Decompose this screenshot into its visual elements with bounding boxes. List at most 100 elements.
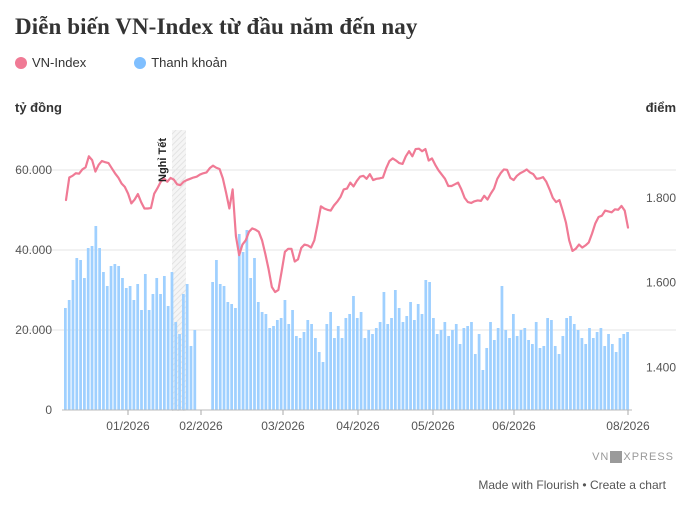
liquidity-bar[interactable] (614, 352, 618, 410)
liquidity-bar[interactable] (416, 304, 420, 410)
liquidity-bar[interactable] (230, 304, 234, 410)
liquidity-bar[interactable] (492, 340, 496, 410)
liquidity-bar[interactable] (182, 294, 185, 410)
liquidity-bar[interactable] (329, 312, 332, 410)
liquidity-bar[interactable] (178, 334, 181, 410)
liquidity-bar[interactable] (477, 334, 481, 410)
liquidity-bar[interactable] (124, 288, 128, 410)
liquidity-bar[interactable] (420, 314, 424, 410)
liquidity-bar[interactable] (580, 338, 584, 410)
liquidity-bar[interactable] (105, 286, 109, 410)
liquidity-bar[interactable] (462, 328, 466, 410)
liquidity-bar[interactable] (439, 330, 443, 410)
liquidity-bar[interactable] (279, 318, 283, 410)
liquidity-bar[interactable] (325, 324, 329, 410)
liquidity-bar[interactable] (222, 286, 226, 410)
liquidity-bar[interactable] (576, 330, 580, 410)
flourish-credit[interactable]: Made with Flourish • Create a chart (478, 478, 666, 492)
liquidity-bar[interactable] (321, 362, 325, 410)
liquidity-bar[interactable] (527, 340, 530, 410)
liquidity-bar[interactable] (94, 226, 98, 410)
liquidity-bar[interactable] (159, 294, 162, 410)
liquidity-bar[interactable] (218, 284, 222, 410)
liquidity-bar[interactable] (249, 278, 253, 410)
liquidity-bar[interactable] (185, 284, 189, 410)
liquidity-bar[interactable] (531, 344, 534, 410)
liquidity-bar[interactable] (607, 334, 610, 410)
liquidity-bar[interactable] (109, 266, 113, 410)
liquidity-bar[interactable] (294, 336, 298, 410)
liquidity-bar[interactable] (557, 354, 561, 410)
liquidity-bar[interactable] (458, 344, 462, 410)
liquidity-bar[interactable] (397, 308, 401, 410)
liquidity-bar[interactable] (553, 346, 557, 410)
liquidity-bar[interactable] (428, 282, 431, 410)
liquidity-bar[interactable] (538, 348, 542, 410)
liquidity-bar[interactable] (496, 328, 500, 410)
liquidity-bar[interactable] (610, 344, 614, 410)
liquidity-bar[interactable] (83, 278, 86, 410)
liquidity-bar[interactable] (565, 318, 569, 410)
liquidity-bar[interactable] (302, 332, 306, 410)
liquidity-bar[interactable] (591, 338, 595, 410)
liquidity-bar[interactable] (245, 230, 249, 410)
liquidity-bar[interactable] (174, 322, 178, 410)
liquidity-bar[interactable] (162, 276, 166, 410)
liquidity-bar[interactable] (291, 310, 294, 410)
liquidity-bar[interactable] (489, 322, 492, 410)
liquidity-bar[interactable] (336, 326, 340, 410)
liquidity-bar[interactable] (128, 286, 132, 410)
liquidity-bar[interactable] (136, 284, 140, 410)
liquidity-bar[interactable] (572, 324, 576, 410)
liquidity-bar[interactable] (193, 330, 197, 410)
liquidity-bar[interactable] (298, 338, 302, 410)
legend-item-vnindex[interactable]: VN-Index (15, 55, 86, 70)
liquidity-bar[interactable] (378, 322, 382, 410)
liquidity-bar[interactable] (344, 318, 348, 410)
liquidity-bar[interactable] (264, 314, 268, 410)
liquidity-bar[interactable] (79, 260, 82, 410)
liquidity-bar[interactable] (151, 294, 155, 410)
liquidity-bar[interactable] (534, 322, 538, 410)
liquidity-bar[interactable] (348, 314, 352, 410)
liquidity-bar[interactable] (401, 322, 405, 410)
liquidity-bar[interactable] (237, 234, 241, 410)
liquidity-bar[interactable] (90, 246, 94, 410)
liquidity-bar[interactable] (98, 248, 101, 410)
liquidity-bar[interactable] (393, 290, 397, 410)
liquidity-bar[interactable] (599, 328, 603, 410)
liquidity-bar[interactable] (466, 326, 470, 410)
liquidity-bar[interactable] (355, 318, 359, 410)
liquidity-bar[interactable] (340, 338, 344, 410)
liquidity-bar[interactable] (390, 318, 393, 410)
liquidity-bar[interactable] (226, 302, 230, 410)
liquidity-bar[interactable] (102, 272, 105, 410)
liquidity-bar[interactable] (272, 326, 275, 410)
liquidity-bar[interactable] (283, 300, 287, 410)
liquidity-bar[interactable] (454, 324, 458, 410)
liquidity-bar[interactable] (143, 274, 147, 410)
liquidity-bar[interactable] (603, 346, 607, 410)
liquidity-bar[interactable] (64, 308, 67, 410)
liquidity-bar[interactable] (253, 258, 256, 410)
liquidity-bar[interactable] (140, 310, 143, 410)
liquidity-bar[interactable] (409, 302, 412, 410)
liquidity-bar[interactable] (451, 330, 454, 410)
liquidity-bar[interactable] (447, 336, 451, 410)
liquidity-bar[interactable] (519, 330, 523, 410)
liquidity-bar[interactable] (405, 316, 409, 410)
liquidity-bar[interactable] (241, 252, 245, 410)
liquidity-bar[interactable] (413, 320, 416, 410)
liquidity-bar[interactable] (117, 266, 121, 410)
liquidity-bar[interactable] (508, 338, 511, 410)
liquidity-bar[interactable] (618, 338, 622, 410)
liquidity-bar[interactable] (374, 328, 378, 410)
liquidity-bar[interactable] (287, 324, 291, 410)
liquidity-bar[interactable] (215, 260, 218, 410)
liquidity-bar[interactable] (314, 338, 317, 410)
liquidity-bar[interactable] (481, 370, 485, 410)
liquidity-bar[interactable] (352, 296, 355, 410)
liquidity-bar[interactable] (113, 264, 117, 410)
liquidity-bar[interactable] (595, 332, 599, 410)
liquidity-bar[interactable] (470, 322, 473, 410)
